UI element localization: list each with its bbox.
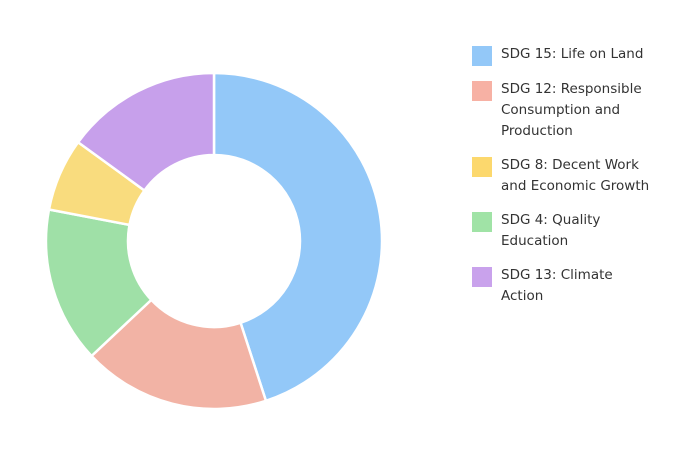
legend-label-3: SDG 8: Decent Work and Economic Growth xyxy=(501,157,650,194)
legend-swatch-2 xyxy=(472,81,492,101)
legend-swatch-1 xyxy=(472,46,492,66)
donut-slice-5[interactable] xyxy=(76,71,216,192)
legend-item-1[interactable]: SDG 15: Life on Land xyxy=(472,44,682,66)
legend-swatch-3 xyxy=(472,157,492,177)
donut-chart-svg xyxy=(44,71,384,411)
legend-label-1: SDG 15: Life on Land xyxy=(501,46,644,62)
legend-item-3[interactable]: SDG 8: Decent Work and Economic Growth xyxy=(472,155,682,197)
legend: SDG 15: Life on Land SDG 12: Responsible … xyxy=(472,44,682,320)
legend-item-5[interactable]: SDG 13: Climate Action xyxy=(472,265,682,307)
legend-label-4: SDG 4: Quality Education xyxy=(501,212,601,249)
legend-label-5: SDG 13: Climate Action xyxy=(501,267,613,304)
legend-label-2: SDG 12: Responsible Consumption and Prod… xyxy=(501,81,642,139)
legend-item-4[interactable]: SDG 4: Quality Education xyxy=(472,210,682,252)
donut-slice-2[interactable] xyxy=(90,298,268,411)
legend-swatch-5 xyxy=(472,267,492,287)
donut-chart xyxy=(44,71,384,411)
donut-slice-1[interactable] xyxy=(212,71,384,403)
legend-swatch-4 xyxy=(472,212,492,232)
legend-item-2[interactable]: SDG 12: Responsible Consumption and Prod… xyxy=(472,79,682,142)
